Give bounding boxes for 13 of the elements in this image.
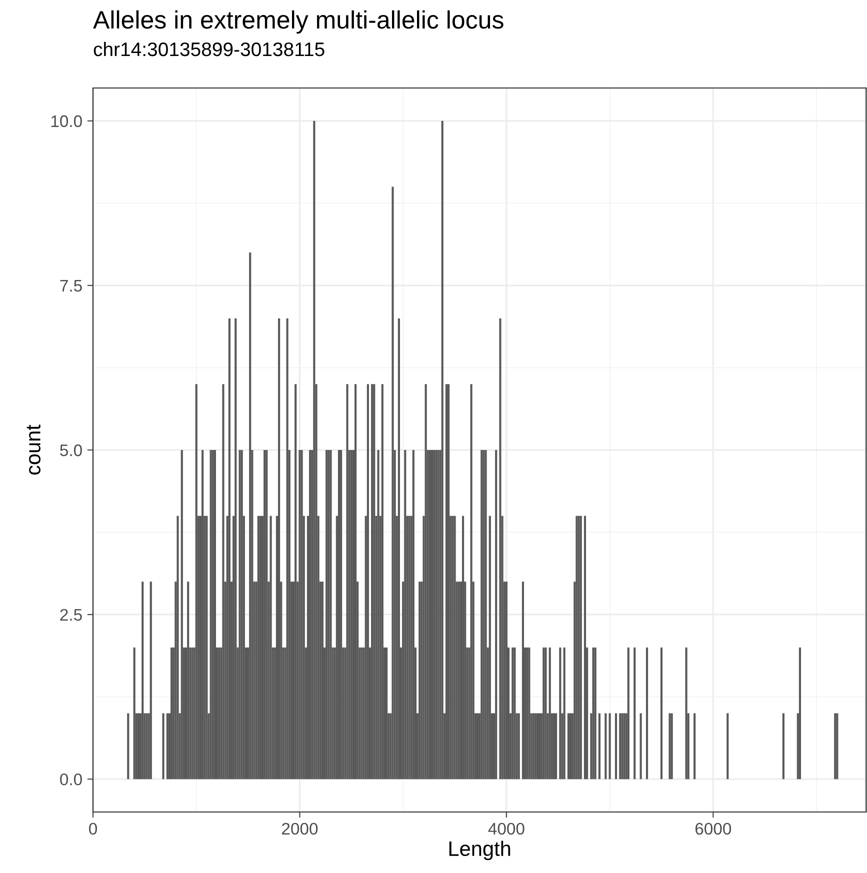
x-tick-label: 0 <box>89 822 97 835</box>
chart-subtitle: chr14:30135899-30138115 <box>94 42 324 56</box>
chart-title: Alleles in extremely multi-allelic locus <box>93 10 504 34</box>
y-tick-label: 7.5 <box>60 280 82 292</box>
x-tick-label: 2000 <box>282 822 318 835</box>
x-axis-title: Length <box>449 840 510 860</box>
y-tick-label: 10.0 <box>51 115 82 128</box>
y-tick-label: 5.0 <box>60 444 82 456</box>
y-axis-title: count <box>26 424 40 475</box>
y-tick-label: 2.5 <box>60 608 82 621</box>
y-tick-label: 0.0 <box>60 773 82 786</box>
x-tick-label: 4000 <box>488 822 524 835</box>
x-tick-label: 6000 <box>695 822 732 835</box>
